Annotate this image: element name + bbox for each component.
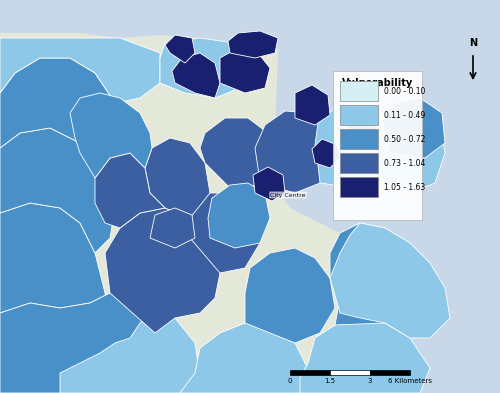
Bar — [340, 81, 378, 101]
Polygon shape — [346, 115, 378, 149]
Polygon shape — [382, 98, 445, 158]
Bar — [370, 370, 410, 375]
Polygon shape — [60, 313, 200, 393]
Polygon shape — [0, 128, 115, 253]
Polygon shape — [330, 223, 450, 338]
Polygon shape — [105, 208, 220, 333]
Polygon shape — [165, 35, 195, 63]
Polygon shape — [0, 0, 500, 33]
Bar — [330, 370, 370, 375]
Polygon shape — [145, 138, 210, 218]
Polygon shape — [200, 118, 275, 193]
Text: 0: 0 — [288, 378, 292, 384]
Polygon shape — [300, 318, 430, 393]
Polygon shape — [95, 153, 165, 228]
Polygon shape — [330, 223, 415, 325]
Text: 3: 3 — [368, 378, 372, 384]
Polygon shape — [0, 0, 500, 193]
Bar — [290, 370, 330, 375]
Polygon shape — [312, 139, 340, 168]
Polygon shape — [375, 108, 445, 193]
Polygon shape — [208, 183, 270, 248]
Text: 0.11 - 0.49: 0.11 - 0.49 — [384, 110, 425, 119]
Text: City Centre: City Centre — [270, 193, 306, 198]
Polygon shape — [220, 48, 270, 93]
Text: 1.5: 1.5 — [324, 378, 336, 384]
Bar — [340, 129, 378, 149]
Polygon shape — [315, 108, 390, 188]
Text: Vulnerability: Vulnerability — [342, 78, 413, 88]
Polygon shape — [70, 93, 152, 178]
Bar — [340, 105, 378, 125]
Text: 1.05 - 1.63: 1.05 - 1.63 — [384, 182, 425, 191]
Polygon shape — [295, 85, 330, 125]
Polygon shape — [275, 0, 500, 393]
Polygon shape — [172, 53, 220, 98]
Polygon shape — [0, 203, 110, 358]
Text: 0.73 - 1.04: 0.73 - 1.04 — [384, 158, 426, 167]
Polygon shape — [253, 167, 285, 201]
Polygon shape — [190, 193, 260, 273]
Polygon shape — [160, 38, 250, 98]
Polygon shape — [0, 293, 155, 393]
Polygon shape — [245, 248, 335, 343]
Polygon shape — [255, 111, 335, 193]
Polygon shape — [0, 58, 115, 148]
Polygon shape — [228, 31, 278, 58]
Text: N: N — [469, 38, 477, 48]
Polygon shape — [180, 323, 310, 393]
Bar — [340, 153, 378, 173]
Polygon shape — [150, 208, 195, 248]
Polygon shape — [0, 293, 155, 393]
Polygon shape — [0, 38, 160, 103]
Text: 0.00 - 0.10: 0.00 - 0.10 — [384, 86, 426, 95]
Text: 0.50 - 0.72: 0.50 - 0.72 — [384, 134, 426, 143]
FancyBboxPatch shape — [333, 71, 422, 220]
Text: 6 Kilometers: 6 Kilometers — [388, 378, 432, 384]
Bar — [340, 177, 378, 197]
